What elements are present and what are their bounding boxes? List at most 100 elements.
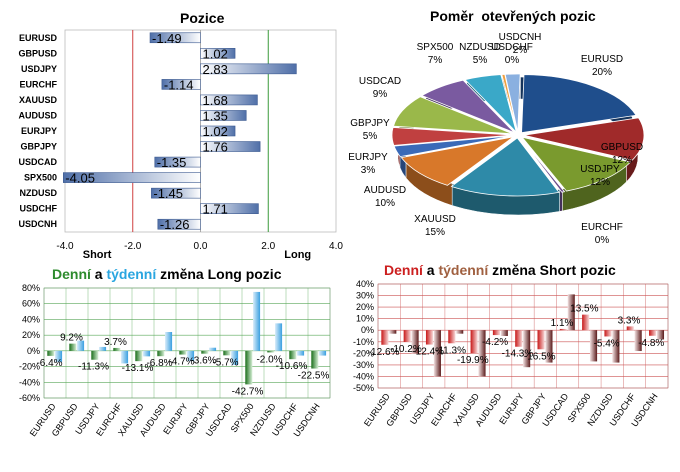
data-label: -6.4% bbox=[36, 358, 62, 369]
pie-slice bbox=[464, 74, 518, 134]
data-label: 9.2% bbox=[60, 333, 83, 344]
y-tick-label: 80% bbox=[22, 283, 40, 293]
bar-value-label: 1.02 bbox=[203, 124, 228, 139]
weekly-change-bar bbox=[297, 350, 305, 356]
bar-value-label: -1.49 bbox=[152, 31, 182, 46]
weekly-change-bar bbox=[389, 330, 397, 334]
weekly-change-bar bbox=[523, 330, 531, 368]
y-tick-label: 0% bbox=[361, 325, 374, 335]
weekly-change-bar bbox=[231, 350, 239, 365]
y-tick-label: 40% bbox=[22, 314, 40, 324]
y-tick-label: 0% bbox=[27, 346, 40, 356]
y-tick-label: -20% bbox=[353, 348, 374, 358]
position-bar bbox=[200, 110, 247, 121]
daily-change-bar bbox=[403, 330, 411, 343]
data-label: -13.1% bbox=[122, 363, 154, 374]
daily-change-bar bbox=[604, 330, 612, 337]
plot-area bbox=[377, 283, 669, 389]
daily-change-bar bbox=[425, 330, 434, 345]
daily-change-bar bbox=[179, 350, 187, 355]
data-label: -2.0% bbox=[256, 354, 282, 365]
short-change-chart: Denní a týdenní změna Short pozic 40% 30%… bbox=[340, 262, 680, 467]
weekly-change-bar bbox=[121, 350, 129, 364]
daily-change-bar bbox=[135, 350, 143, 362]
data-label: -10.6% bbox=[276, 361, 308, 372]
weekly-change-bar bbox=[253, 291, 261, 351]
data-label: -10.2% bbox=[390, 344, 422, 355]
weekly-change-bar bbox=[99, 346, 107, 351]
pie-label: EURJPY bbox=[348, 152, 388, 163]
daily-change-bar bbox=[157, 350, 165, 357]
pie-slice bbox=[501, 73, 518, 133]
short-change-svg: 40% 30%20% 10%0% -10%-20% -30%-40% -50% -12.6%… bbox=[353, 279, 669, 429]
weekly-change-bar bbox=[545, 330, 553, 363]
data-label: -19.9% bbox=[457, 355, 489, 366]
pie-label: SPX500 bbox=[417, 42, 454, 53]
data-label: -14.3% bbox=[502, 349, 534, 360]
category-label: EURJPY bbox=[21, 126, 57, 136]
pie-slice bbox=[400, 136, 514, 186]
bar-value-label: 1.02 bbox=[203, 46, 228, 61]
weekly-change-bar bbox=[209, 347, 217, 351]
daily-change-bar bbox=[492, 330, 501, 336]
position-bar bbox=[200, 141, 261, 152]
pie-percent: 2% bbox=[513, 45, 528, 56]
weekly-change-bar bbox=[411, 330, 419, 354]
pie-label: GBPUSD bbox=[601, 142, 643, 153]
data-label: -22.5% bbox=[298, 371, 330, 382]
daily-change-bar bbox=[515, 330, 523, 347]
bar-value-label: -1.45 bbox=[153, 186, 183, 201]
daily-change-bar bbox=[649, 330, 657, 336]
pie-label: USDJPY bbox=[580, 164, 620, 175]
weekly-change-bar bbox=[500, 330, 508, 336]
y-tick-label: 40% bbox=[356, 279, 374, 289]
pie-chart-svg: EURUSD20%GBPUSD12%USDJPY12%EURCHF0%XAUUS… bbox=[348, 32, 645, 246]
pie-slice bbox=[393, 96, 513, 135]
data-label: 3.3% bbox=[618, 315, 641, 326]
daily-change-bar bbox=[311, 350, 319, 369]
y-tick-label: -10% bbox=[353, 337, 374, 347]
data-label: -42.7% bbox=[232, 386, 264, 397]
category-label: XAUUSD bbox=[19, 95, 58, 105]
category-label: USDCNH bbox=[18, 219, 57, 229]
pie-slice bbox=[391, 127, 513, 146]
daily-change-bar bbox=[267, 350, 275, 353]
bar-value-label: 1.76 bbox=[203, 140, 228, 155]
pie-label: USDCNH bbox=[499, 32, 542, 43]
title-and: a bbox=[422, 262, 439, 278]
data-label: 1.1% bbox=[551, 318, 574, 329]
data-label: -3.6% bbox=[190, 356, 216, 367]
weekly-change-bar bbox=[567, 294, 575, 331]
data-label: -12.4% bbox=[412, 347, 444, 358]
long-change-svg: 80%60%40%20%0%-20%-40%-60%-6.4%EURUSD9.2… bbox=[19, 283, 331, 439]
category-label: EURUSD bbox=[19, 33, 58, 43]
pie-label: GBPJPY bbox=[350, 118, 390, 129]
y-tick-label: 20% bbox=[22, 330, 40, 340]
y-tick-label: -50% bbox=[353, 383, 374, 393]
position-bar bbox=[161, 79, 201, 90]
title-daily: Denní bbox=[52, 266, 91, 282]
y-tick-label: -60% bbox=[19, 393, 40, 403]
bar-value-label: -4.05 bbox=[65, 171, 95, 186]
long-change-title: Denní a týdenní změna Long pozic bbox=[52, 266, 281, 282]
long-label: Long bbox=[284, 249, 311, 261]
short-change-title: Denní a týdenní změna Short pozic bbox=[384, 262, 616, 278]
plot-area bbox=[43, 287, 331, 399]
pie-chart-title: Poměr otevřených pozic bbox=[430, 8, 596, 24]
daily-change-bar bbox=[113, 347, 121, 351]
title-rest: změna Short pozic bbox=[488, 262, 616, 278]
pie-percent: 10% bbox=[375, 198, 395, 209]
title-weekly: týdenní bbox=[106, 266, 157, 282]
pie-slice bbox=[519, 137, 566, 193]
position-bar bbox=[149, 32, 201, 44]
category-label: USDCHF bbox=[20, 204, 58, 214]
position-bar bbox=[200, 125, 236, 137]
pie-label: USDCAD bbox=[359, 76, 401, 87]
daily-change-bar bbox=[559, 328, 567, 331]
daily-change-bar bbox=[289, 350, 297, 360]
weekly-change-bar bbox=[55, 350, 63, 362]
category-label: GBPJPY bbox=[20, 142, 57, 152]
title-and: a bbox=[90, 266, 107, 282]
position-bar bbox=[151, 187, 201, 199]
pie-slice bbox=[450, 137, 560, 197]
